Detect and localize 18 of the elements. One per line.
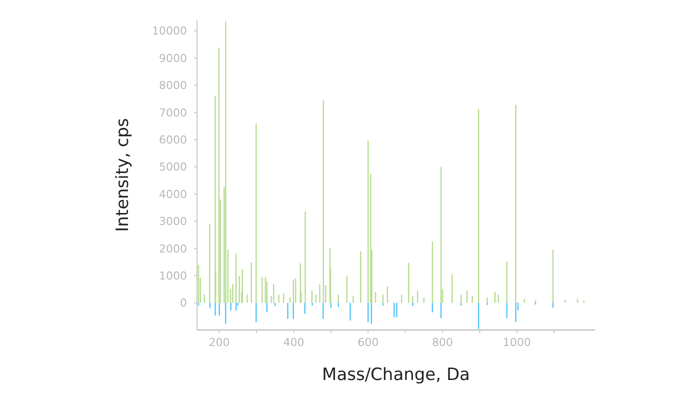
y-tick-label: 6000 (159, 134, 187, 146)
x-tick-label: 200 (208, 336, 230, 349)
y-axis-title: Intensity, cps (113, 118, 133, 232)
y-tick-label: 5000 (159, 160, 187, 174)
x-tick-label: 800 (432, 336, 453, 349)
y-tick-label: 7000 (159, 106, 187, 120)
y-tick-label: 10000 (152, 24, 187, 38)
x-tick-label: 1000 (502, 336, 531, 349)
y-tick-label: 9000 (159, 52, 187, 65)
y-tick-label: 3000 (159, 215, 187, 228)
y-tick-label: 0 (180, 296, 187, 310)
y-tick-label: 2000 (159, 242, 187, 256)
x-tick-label: 600 (358, 336, 379, 349)
y-tick-label: 4000 (159, 188, 187, 201)
x-tick-label: 400 (283, 336, 304, 349)
y-tick-label: 1000 (159, 269, 187, 282)
x-axis-title: Mass/Change, Da (322, 365, 470, 385)
y-tick-label: 8000 (159, 79, 187, 92)
